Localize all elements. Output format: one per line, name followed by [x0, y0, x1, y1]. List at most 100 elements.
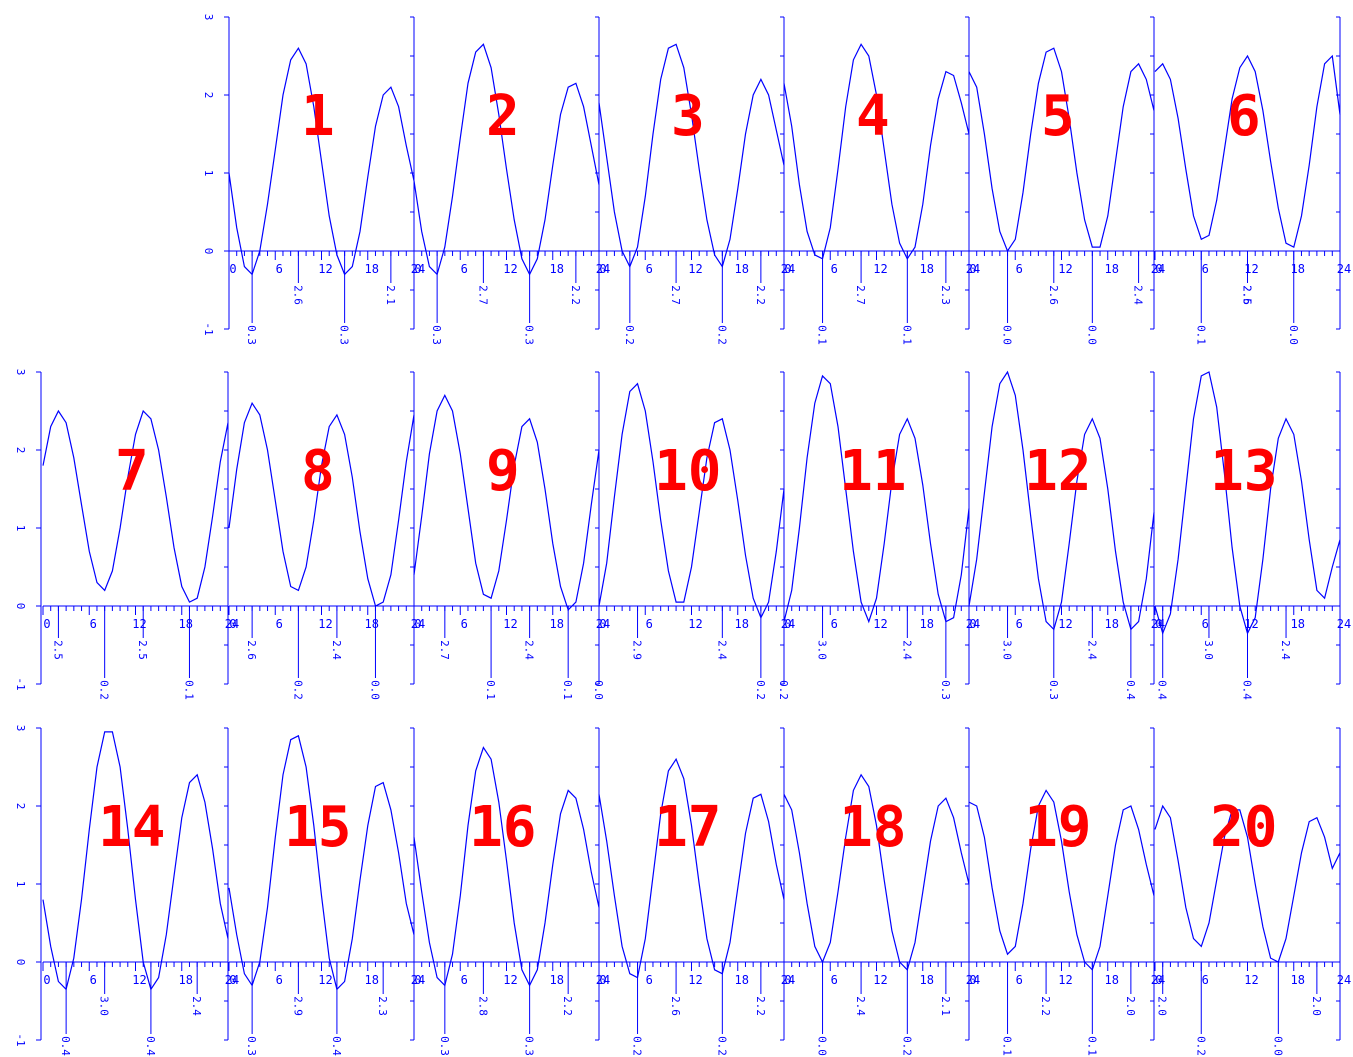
x-tick-label: 12: [503, 973, 517, 987]
x-tick-label: 6: [646, 973, 653, 987]
max-label: 2.4: [715, 640, 728, 660]
max-label: 2.7: [438, 640, 451, 660]
min-label: 0.3: [245, 1036, 258, 1056]
panel-number: 19: [1024, 795, 1091, 860]
panel-11: 0 6 12 18 24 3.0 2.4 0.2 0.3 11: [777, 371, 980, 700]
x-tick-label: 24: [1337, 617, 1351, 631]
series-line: [228, 46, 415, 276]
panel-number: 17: [654, 795, 721, 860]
panel-18: 0 6 12 18 24 2.4 2.1 0.0 0.2 18: [783, 727, 980, 1056]
x-tick-label: 18: [920, 262, 934, 276]
x-tick-label: 12: [873, 262, 887, 276]
panel-10: 0 6 12 18 242.9 2.40.0 0.210: [592, 371, 795, 700]
panel-number: 7: [115, 439, 149, 504]
min-label: 0.0: [1085, 325, 1098, 345]
series-line: [228, 401, 415, 607]
x-tick-label: 24: [781, 973, 795, 987]
panel-number: 10: [654, 439, 721, 504]
max-label: 3.0: [1001, 640, 1014, 660]
max-label: 2.5: [51, 640, 64, 660]
x-tick-label: 12: [503, 262, 517, 276]
x-tick-label: 6: [90, 973, 97, 987]
y-tick-label: 0: [14, 603, 27, 610]
x-tick-label: 18: [365, 617, 379, 631]
x-tick-label: 0: [414, 262, 421, 276]
x-tick-label: 12: [688, 262, 702, 276]
panel-14: 0 6 12 18 24 3.0 2.4 0.4 0.4 14: [42, 727, 239, 1056]
x-tick-label: 0: [229, 262, 236, 276]
max-label: 3.0: [98, 996, 111, 1016]
panel-4: 0 6 12 18 24 2.7 2.3 0.1 0.1 4: [783, 16, 980, 345]
x-tick-label: 0: [414, 617, 421, 631]
x-tick-label: 6: [461, 617, 468, 631]
min-label: 0.2: [754, 680, 767, 700]
max-label: 2.4: [1085, 640, 1098, 660]
x-tick-label: 18: [1291, 973, 1305, 987]
x-tick-label: 18: [550, 617, 564, 631]
x-tick-label: 0: [1155, 973, 1162, 987]
x-tick-label: 24: [1337, 262, 1351, 276]
min-label: 0.3: [1047, 680, 1060, 700]
x-tick-label: 0: [969, 617, 976, 631]
max-label: 2.4: [190, 996, 203, 1016]
x-tick-label: 12: [1244, 262, 1258, 276]
series-line: [413, 746, 600, 987]
max-label: 2.9: [631, 640, 644, 660]
max-label: 2.4: [1132, 285, 1145, 305]
x-tick-label: 0: [229, 973, 236, 987]
max-label: 2.6: [245, 640, 258, 660]
series-line: [783, 43, 970, 261]
panel-9: 0 6 12 18 24 2.7 2.4 0.1 0.1 9: [413, 371, 610, 700]
max-label: 2.7: [854, 285, 867, 305]
x-tick-label: 24: [225, 973, 239, 987]
series-line: [598, 382, 785, 620]
min-label: 0.0: [368, 680, 381, 700]
x-tick-label: 18: [179, 617, 193, 631]
panel-number: 4: [856, 84, 890, 149]
panel-7: 0 6 12 18 24 2.5 2.5 0.2 0.1 7: [42, 371, 239, 700]
x-tick-label: 0: [1155, 262, 1162, 276]
x-tick-label: 18: [1291, 617, 1305, 631]
series-line: [968, 47, 1155, 253]
min-label: 0.3: [523, 1036, 536, 1056]
series-line: [783, 773, 970, 971]
min-label: 0.0: [1001, 325, 1014, 345]
max-label: 2.5: [136, 640, 149, 660]
x-tick-label: 0: [784, 617, 791, 631]
series-line: [598, 757, 785, 979]
y-tick-label: 2: [14, 803, 27, 810]
x-tick-label: 24: [411, 973, 425, 987]
x-tick-label: 12: [688, 973, 702, 987]
panel-17: 0 6 12 18 24 2.6 2.2 0.2 0.2 17: [598, 727, 795, 1056]
panel-number: 13: [1210, 439, 1277, 504]
panel-20: 0 6 12 18 24 2.0 2.0 0.2 0.0 20: [1154, 727, 1351, 1056]
y-tick-label: 1: [14, 525, 27, 532]
min-label: 0.4: [59, 1036, 72, 1056]
x-tick-label: 6: [461, 262, 468, 276]
x-tick-label: 0: [599, 617, 606, 631]
x-tick-label: 12: [318, 617, 332, 631]
series-line: [1154, 54, 1341, 248]
max-label: 2.3: [376, 996, 389, 1016]
x-tick-label: 18: [735, 617, 749, 631]
min-label: 0.4: [144, 1036, 157, 1056]
x-tick-label: 24: [411, 617, 425, 631]
x-tick-label: 6: [276, 262, 283, 276]
x-tick-label: 0: [784, 973, 791, 987]
x-tick-label: 12: [318, 262, 332, 276]
min-label: 0.1: [1001, 1036, 1014, 1056]
x-tick-label: 6: [1202, 262, 1209, 276]
x-tick-label: 6: [461, 973, 468, 987]
panel-12: 0 6 12 18 24 3.0 2.4 0.3 0.4 12: [968, 370, 1165, 700]
min-label: 0.3: [438, 1036, 451, 1056]
min-label: 0.0: [1271, 1036, 1284, 1056]
y-tick-label: -1: [14, 1033, 27, 1046]
x-tick-label: 0: [599, 973, 606, 987]
x-tick-label: 24: [966, 973, 980, 987]
panel-15: 0 6 12 18 24 2.9 2.3 0.3 0.4 15: [228, 727, 425, 1056]
x-tick-label: 18: [1105, 262, 1119, 276]
x-tick-label: 0: [1155, 617, 1162, 631]
min-label: 0.1: [182, 680, 195, 700]
